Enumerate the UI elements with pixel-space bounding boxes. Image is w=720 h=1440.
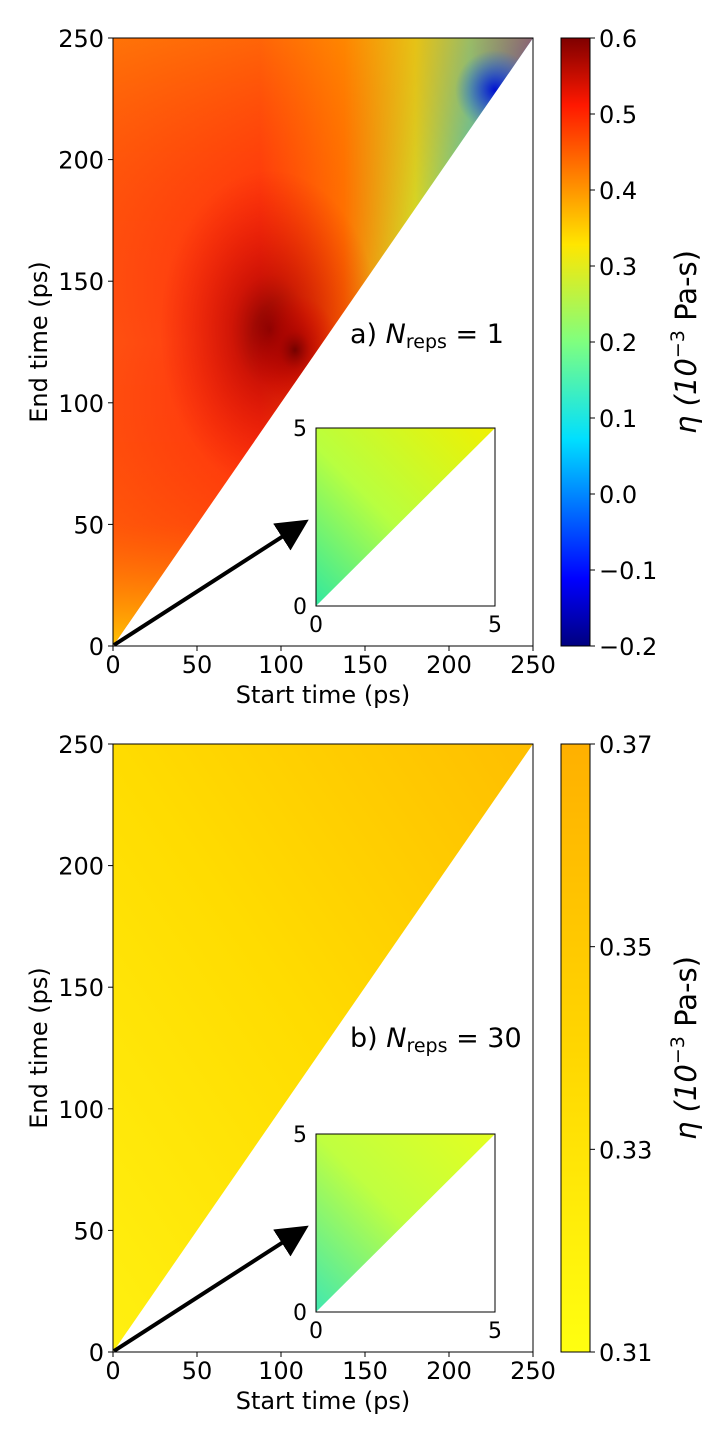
colorbar-tick-label-a: 0.5 (599, 101, 637, 129)
colorbar-b-label: η (10−3 Pa-s) (667, 956, 703, 1140)
colorbar-tick-label-a: −0.2 (599, 633, 657, 661)
colorbar-tick-label-a: −0.1 (599, 557, 657, 585)
y-tick-label-b: 100 (58, 1096, 104, 1124)
inset-b-xtick-right: 5 (488, 1319, 502, 1344)
colorbar-tick-label-a: 0.2 (599, 329, 637, 357)
colorbar-tick-label-a: 0.4 (599, 177, 637, 205)
colorbar-tick-label-b: 0.33 (599, 1136, 652, 1164)
y-tick-label-a: 0 (89, 633, 104, 661)
inset-a-ytick-bottom: 0 (293, 595, 307, 620)
inset-b: 5 0 0 5 (293, 1123, 502, 1344)
colorbar-tick-label-a: 0.0 (599, 481, 637, 509)
inset-a-arrow (112, 519, 309, 647)
colorbar-a-label: η (10−3 Pa-s) (667, 250, 703, 434)
plot-frame-a (112, 37, 534, 647)
annotation-a: a) Nreps = 1 (350, 319, 504, 353)
inset-a-xtick-right: 5 (488, 613, 502, 638)
y-tick-label-a: 250 (58, 25, 104, 53)
annotation-b: b) Nreps = 30 (350, 1023, 522, 1057)
colorbar-tick-label-a: 0.6 (599, 25, 637, 53)
x-tick-label-b: 100 (258, 1357, 304, 1385)
x-tick-label-a: 150 (342, 651, 388, 679)
colorbar-b-ticks: 0.31 0.33 0.35 0.37 (590, 731, 652, 1367)
y-tick-label-a: 100 (58, 390, 104, 418)
y-tick-label-a: 50 (73, 511, 104, 539)
x-tick-label-b: 0 (105, 1357, 120, 1385)
y-tick-label-b: 150 (58, 974, 104, 1002)
inset-b-arrow (112, 1225, 309, 1353)
plot-frame-b (112, 743, 534, 1353)
inset-b-xtick-left: 0 (309, 1319, 323, 1344)
x-axis-label-b: Start time (ps) (236, 1387, 411, 1415)
inset-b-ytick-bottom: 0 (293, 1301, 307, 1326)
x-tick-label-b: 250 (510, 1357, 556, 1385)
x-tick-label-a: 0 (105, 651, 120, 679)
colorbar-a (560, 37, 591, 647)
x-tick-label-a: 50 (182, 651, 213, 679)
x-tick-label-a: 250 (510, 651, 556, 679)
colorbar-tick-label-a: 0.3 (599, 253, 637, 281)
x-axis-label-a: Start time (ps) (236, 681, 411, 709)
x-tick-label-b: 150 (342, 1357, 388, 1385)
y-axis-label-a: End time (ps) (25, 261, 53, 423)
inset-a-xtick-left: 0 (309, 613, 323, 638)
inset-a: 5 0 0 5 (293, 417, 502, 638)
colorbar-tick-label-a: 0.1 (599, 405, 637, 433)
y-tick-label-b: 0 (89, 1339, 104, 1367)
y-tick-label-a: 150 (58, 268, 104, 296)
x-tick-label-a: 100 (258, 651, 304, 679)
y-tick-label-b: 200 (58, 853, 104, 881)
inset-a-ytick-top: 5 (293, 417, 307, 442)
colorbar-b (560, 743, 591, 1353)
x-tick-label-a: 200 (426, 651, 472, 679)
colorbar-tick-label-b: 0.37 (599, 731, 652, 759)
colorbar-a-ticks: −0.2 −0.1 0.0 0.1 0.2 0.3 0.4 0.5 0.6 (590, 25, 657, 661)
inset-b-ytick-top: 5 (293, 1123, 307, 1148)
colorbar-tick-label-b: 0.31 (599, 1339, 652, 1367)
x-tick-label-b: 200 (426, 1357, 472, 1385)
y-tick-label-b: 50 (73, 1217, 104, 1245)
x-tick-label-b: 50 (182, 1357, 213, 1385)
y-tick-label-b: 250 (58, 731, 104, 759)
y-tick-label-a: 200 (58, 147, 104, 175)
y-axis-label-b: End time (ps) (25, 967, 53, 1129)
colorbar-tick-label-b: 0.35 (599, 934, 652, 962)
